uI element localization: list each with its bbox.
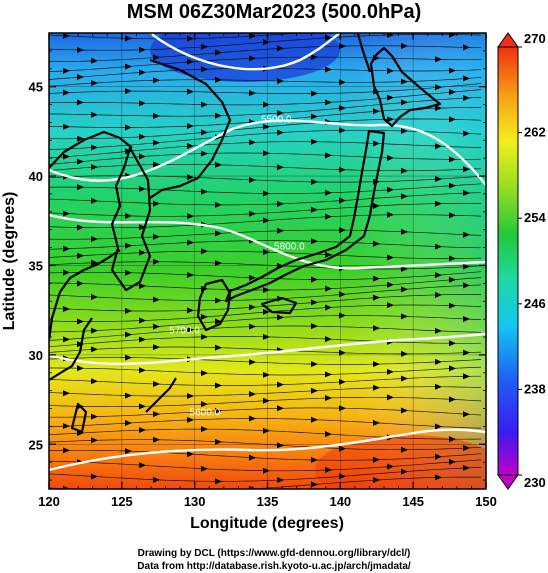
coast-taiwan (70, 402, 88, 434)
x-tick-label: 120 (38, 494, 60, 509)
y-tick-label: 45 (29, 80, 43, 95)
coast-mainland (49, 130, 133, 341)
y-tick-label: 40 (29, 169, 43, 184)
x-tick-label: 125 (111, 494, 133, 509)
credit-data: Data from http://database.rish.kyoto-u.a… (137, 561, 411, 572)
colorbar-tick-label: 270 (524, 31, 546, 46)
coast-hokkaido (369, 46, 442, 128)
coast-kyushu (196, 278, 232, 332)
colorbar-tick-label: 246 (524, 296, 546, 311)
colorbar-top-arrow (497, 32, 519, 48)
contour-label: 5500.0 (261, 114, 292, 125)
coast-shikoku (260, 296, 298, 315)
colorbar: 230 238 246 254 262 270 (497, 31, 546, 490)
colorbar-bottom-arrow (497, 474, 519, 490)
colorbar-tick-label: 238 (524, 381, 546, 396)
coast-china-south (49, 317, 93, 381)
coastlines (49, 33, 442, 434)
coast-ryukyu (145, 377, 177, 413)
wind-streamlines (49, 33, 482, 489)
height-contours: 5600.0 5700.0 5800.0 5500.0 (49, 33, 486, 472)
y-tick-label: 30 (29, 348, 43, 363)
credit-drawing: Drawing by DCL (https://www.gfd-dennou.o… (137, 548, 411, 559)
y-axis-label: Latitude (degrees) (1, 192, 18, 331)
coast-korea (110, 146, 152, 292)
y-tick-label: 35 (29, 258, 43, 273)
coast-honshu (224, 129, 386, 303)
colorbar-body (497, 46, 519, 476)
contour-label: 5700.0 (169, 325, 200, 336)
contour-label: 5600.0 (190, 408, 221, 419)
x-tick-label: 150 (475, 494, 497, 509)
y-tick-label: 25 (29, 437, 43, 452)
x-tick-label: 130 (184, 494, 206, 509)
colorbar-tick-label: 262 (524, 125, 546, 140)
map-title: MSM 06Z30Mar2023 (500.0hPa) (126, 1, 422, 23)
x-axis-label: Longitude (degrees) (190, 515, 344, 532)
coast-sakhalin (356, 33, 372, 73)
colorbar-tick-label: 230 (524, 475, 546, 490)
x-tick-label: 145 (402, 494, 424, 509)
x-tick-label: 140 (329, 494, 351, 509)
contour-label: 5800.0 (274, 241, 305, 252)
coast-russia (149, 58, 232, 199)
axes: 120 125 130 135 140 145 150 25 30 35 40 45 (29, 33, 497, 509)
x-tick-label: 135 (257, 494, 279, 509)
colorbar-tick-label: 254 (524, 210, 546, 225)
